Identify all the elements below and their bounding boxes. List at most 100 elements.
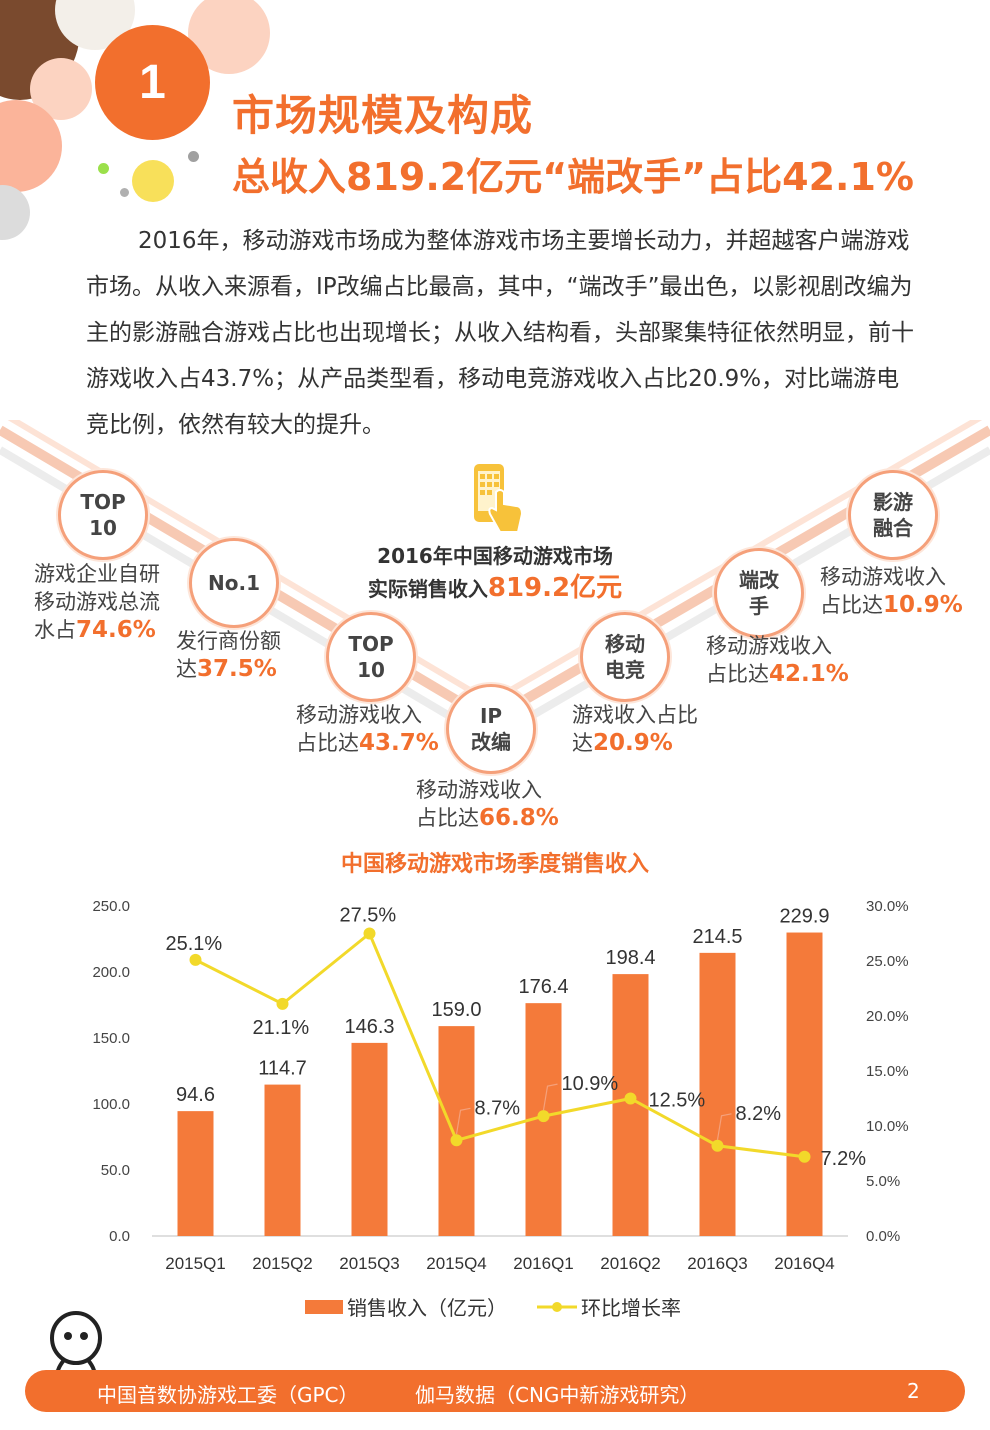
bar-value-label: 229.9 bbox=[779, 906, 829, 928]
growth-value-label: 21.1% bbox=[253, 1017, 310, 1039]
growth-label-leader bbox=[542, 1083, 558, 1111]
y-left-tick-label: 250.0 bbox=[92, 898, 130, 915]
badge-ip: IP 改编 bbox=[446, 684, 536, 774]
bar-revenue bbox=[177, 1111, 214, 1236]
bar-value-label: 214.5 bbox=[692, 926, 742, 948]
bar-value-label: 176.4 bbox=[518, 976, 568, 998]
quarterly-revenue-chart: 250.0 200.0 150.0 100.0 50.0 0.0 30.0% 25.0% 20.… bbox=[92, 898, 909, 1273]
stat-desc-ip: 移动游戏收入 占比达66.8% bbox=[416, 778, 559, 831]
chart-legend: 销售收入（亿元） 环比增长率 bbox=[305, 1292, 681, 1321]
deco-circle bbox=[132, 160, 174, 202]
deco-circle bbox=[188, 151, 199, 162]
stat-value: 74.6% bbox=[76, 617, 156, 643]
footer-middle: 伽马数据（CNG中新游戏研究） bbox=[415, 1383, 700, 1407]
stat-desc-top10-dev: 游戏企业自研 移动游戏总流 水占74.6% bbox=[34, 562, 160, 643]
footer-bar: 中国音数协游戏工委（GPC） 伽马数据（CNG中新游戏研究） 2 bbox=[25, 1370, 965, 1412]
growth-rate-point bbox=[450, 1134, 463, 1147]
growth-value-label: 25.1% bbox=[166, 933, 223, 955]
growth-value-label: 7.2% bbox=[821, 1148, 867, 1170]
growth-value-label: 8.2% bbox=[736, 1103, 782, 1125]
page-subtitle: 总收入819.2亿元“端改手”占比42.1% bbox=[232, 155, 914, 199]
stat-value: 43.7% bbox=[359, 730, 439, 756]
y-left-tick-label: 150.0 bbox=[92, 1030, 130, 1047]
x-tick-label: 2015Q2 bbox=[252, 1254, 313, 1273]
bar-value-label: 146.3 bbox=[344, 1016, 394, 1038]
growth-rate-point bbox=[276, 997, 289, 1010]
bar-revenue bbox=[786, 932, 823, 1236]
growth-value-label: 12.5% bbox=[649, 1090, 706, 1112]
growth-rate-point bbox=[363, 927, 376, 940]
y-right-tick-label: 5.0% bbox=[866, 1173, 900, 1190]
badge-pc-to-mobile: 端改手 bbox=[714, 548, 804, 638]
y-right-tick-label: 25.0% bbox=[866, 953, 909, 970]
intro-paragraph: 2016年，移动游戏市场成为整体游戏市场主要增长动力，并超越客户端游戏市场。从收… bbox=[86, 218, 916, 448]
y-right-tick-label: 30.0% bbox=[866, 898, 909, 915]
bar-value-label: 94.6 bbox=[176, 1084, 215, 1106]
growth-value-label: 27.5% bbox=[340, 905, 397, 927]
stat-value: 10.9% bbox=[883, 592, 963, 618]
bar-value-label: 198.4 bbox=[605, 947, 655, 969]
legend-line-label: 环比增长率 bbox=[581, 1296, 681, 1320]
center-summary: 2016年中国移动游戏市场 实际销售收入819.2亿元 bbox=[340, 540, 650, 605]
growth-label-leader bbox=[455, 1107, 471, 1135]
stat-desc-no1: 发行商份额 达37.5% bbox=[176, 629, 281, 682]
y-left-tick-label: 200.0 bbox=[92, 964, 130, 981]
x-tick-label: 2016Q4 bbox=[774, 1254, 835, 1273]
deco-circle bbox=[0, 185, 30, 240]
x-tick-label: 2016Q2 bbox=[600, 1254, 661, 1273]
growth-label-leader bbox=[716, 1113, 732, 1140]
bar-revenue bbox=[264, 1084, 301, 1236]
x-tick-label: 2016Q3 bbox=[687, 1254, 748, 1273]
growth-rate-point bbox=[189, 953, 202, 966]
x-tick-label: 2016Q1 bbox=[513, 1254, 574, 1273]
y-right-tick-label: 20.0% bbox=[866, 1008, 909, 1025]
stat-desc-top10-revenue: 移动游戏收入 占比达43.7% bbox=[296, 703, 439, 756]
center-line2: 实际销售收入819.2亿元 bbox=[367, 573, 623, 603]
badge-esports: 移动 电竞 bbox=[580, 612, 670, 702]
badge-top10-dev: TOP 10 bbox=[58, 470, 148, 560]
phone-touch-icon bbox=[474, 464, 524, 533]
y-left-tick-label: 0.0 bbox=[109, 1228, 130, 1245]
stat-value: 20.9% bbox=[593, 730, 673, 756]
badge-film-game: 影游 融合 bbox=[848, 470, 938, 560]
intro-text: 2016年，移动游戏市场成为整体游戏市场主要增长动力，并超越客户端游戏市场。从收… bbox=[86, 228, 914, 438]
page-number: 2 bbox=[907, 1379, 920, 1403]
growth-value-label: 8.7% bbox=[475, 1097, 521, 1119]
center-line1: 2016年中国移动游戏市场 bbox=[377, 544, 613, 568]
footer-left: 中国音数协游戏工委（GPC） bbox=[97, 1383, 359, 1407]
bar-value-label: 159.0 bbox=[431, 999, 481, 1021]
y-right-tick-label: 0.0% bbox=[866, 1228, 900, 1245]
y-left-tick-label: 50.0 bbox=[101, 1162, 130, 1179]
growth-value-label: 10.9% bbox=[562, 1073, 619, 1095]
badge-top10-revenue: TOP 10 bbox=[326, 612, 416, 702]
stat-value: 37.5% bbox=[197, 656, 277, 682]
y-right-tick-label: 15.0% bbox=[866, 1063, 909, 1080]
deco-circle bbox=[98, 163, 109, 174]
growth-rate-line bbox=[194, 931, 805, 1159]
legend-bar-label: 销售收入（亿元） bbox=[347, 1296, 507, 1320]
stat-desc-pc-to-mobile: 移动游戏收入 占比达42.1% bbox=[706, 634, 849, 687]
x-tick-label: 2015Q3 bbox=[339, 1254, 400, 1273]
y-left-tick-label: 100.0 bbox=[92, 1096, 130, 1113]
bar-revenue bbox=[351, 1042, 388, 1236]
legend-bar-swatch bbox=[305, 1299, 343, 1314]
y-right-tick-label: 10.0% bbox=[866, 1118, 909, 1135]
center-value: 819.2亿元 bbox=[487, 573, 623, 603]
deco-circle bbox=[120, 188, 129, 197]
growth-rate-point bbox=[711, 1139, 724, 1152]
x-tick-label: 2015Q4 bbox=[426, 1254, 487, 1273]
stat-desc-esports: 游戏收入占比 达20.9% bbox=[572, 703, 698, 756]
bar-value-label: 114.7 bbox=[258, 1058, 307, 1080]
section-number: 1 bbox=[95, 25, 210, 140]
legend-line-swatch bbox=[537, 1301, 577, 1312]
stat-value: 42.1% bbox=[769, 661, 849, 687]
growth-rate-point bbox=[537, 1110, 550, 1123]
growth-rate-point bbox=[624, 1092, 637, 1105]
badge-no1: No.1 bbox=[189, 538, 279, 628]
stat-value: 66.8% bbox=[479, 805, 559, 831]
page-title: 市场规模及构成 bbox=[232, 91, 534, 140]
x-tick-label: 2015Q1 bbox=[165, 1254, 226, 1273]
stat-desc-film-game: 移动游戏收入 占比达10.9% bbox=[820, 565, 963, 618]
bar-revenue bbox=[699, 952, 736, 1236]
chart-title: 中国移动游戏市场季度销售收入 bbox=[340, 852, 649, 877]
